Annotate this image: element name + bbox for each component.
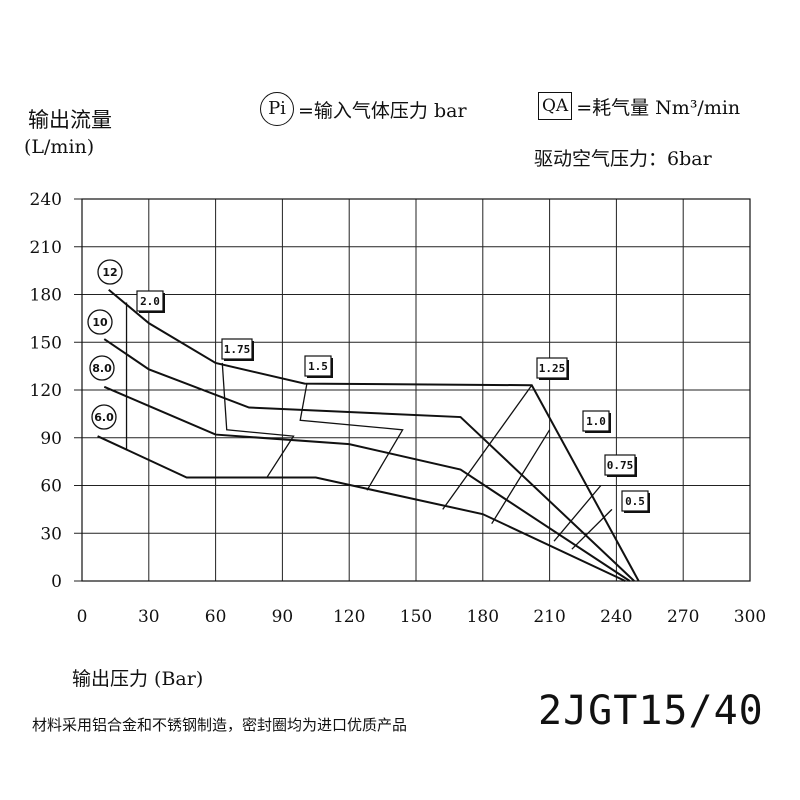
x-axis-label: 输出压力 (Bar) bbox=[72, 668, 204, 690]
y-axis-unit: (L/min) bbox=[24, 136, 95, 158]
x-tick-label: 90 bbox=[272, 607, 294, 627]
x-tick-label: 120 bbox=[333, 607, 365, 627]
x-tick-label: 150 bbox=[400, 607, 432, 627]
legend-qa-text: =耗气量 Nm³/min bbox=[576, 96, 741, 119]
qa-contour-1.25 bbox=[442, 384, 533, 510]
series-line-pi-12 bbox=[108, 288, 640, 582]
qa-label-box bbox=[582, 410, 610, 432]
qa-contour-0.75 bbox=[553, 485, 602, 542]
pi-label-text: 12 bbox=[102, 266, 117, 279]
qa-label-text: 0.75 bbox=[607, 459, 634, 472]
x-tick-label: 60 bbox=[205, 607, 227, 627]
qa-label-text: 1.5 bbox=[308, 360, 328, 373]
qa-contour-1.0 bbox=[491, 429, 551, 525]
y-tick-label: 30 bbox=[40, 524, 62, 544]
y-axis-label: 输出流量 bbox=[28, 108, 112, 132]
pi-label-circle bbox=[97, 259, 123, 285]
series-line-pi-6.0 bbox=[97, 435, 626, 582]
legend-pi: Pi =输入气体压力 bar bbox=[260, 92, 467, 126]
x-tick-label: 30 bbox=[138, 607, 160, 627]
y-tick-label: 90 bbox=[40, 429, 62, 449]
qa-label-text: 2.0 bbox=[140, 295, 160, 308]
pi-label-circle bbox=[89, 355, 115, 381]
qa-label-box bbox=[136, 290, 164, 312]
x-tick-label: 270 bbox=[667, 607, 699, 627]
qa-label-text: 0.5 bbox=[625, 495, 645, 508]
legend-pi-text: =输入气体压力 bar bbox=[298, 99, 467, 122]
x-tick-label: 0 bbox=[77, 607, 88, 627]
drive-pressure: 驱动空气压力：6bar bbox=[534, 148, 712, 170]
series-line-pi-10 bbox=[103, 338, 635, 582]
y-tick-label: 150 bbox=[30, 333, 62, 353]
qa-contour-0.5 bbox=[571, 508, 613, 550]
x-tick-label: 180 bbox=[467, 607, 499, 627]
pi-label-circle bbox=[91, 404, 117, 430]
qa-badge: QA bbox=[538, 92, 573, 120]
y-tick-label: 120 bbox=[30, 381, 62, 401]
qa-label-box bbox=[536, 357, 568, 379]
series-line-pi-8.0 bbox=[103, 385, 631, 582]
y-tick-label: 0 bbox=[51, 572, 62, 592]
y-tick-label: 180 bbox=[30, 286, 62, 306]
x-tick-label: 240 bbox=[600, 607, 632, 627]
qa-label-text: 1.0 bbox=[586, 415, 606, 428]
qa-label-box bbox=[304, 355, 332, 377]
qa-label-text: 1.75 bbox=[224, 343, 251, 356]
pi-label-text: 10 bbox=[92, 316, 108, 329]
qa-label-text: 1.25 bbox=[539, 362, 566, 375]
y-tick-label: 60 bbox=[40, 477, 62, 497]
x-tick-label: 210 bbox=[533, 607, 565, 627]
qa-label-box bbox=[621, 490, 649, 512]
footer-note: 材料采用铝合金和不锈钢制造，密封圈均为进口优质产品 bbox=[32, 716, 408, 734]
pi-label-text: 6.0 bbox=[94, 411, 114, 424]
pi-badge: Pi bbox=[260, 92, 294, 126]
y-tick-label: 240 bbox=[30, 190, 62, 210]
model-number: 2JGT15/40 bbox=[538, 688, 764, 734]
legend-qa: QA =耗气量 Nm³/min bbox=[538, 92, 740, 120]
qa-contour-1.5 bbox=[299, 383, 404, 491]
pi-label-text: 8.0 bbox=[92, 362, 112, 375]
qa-contour-1.75 bbox=[221, 362, 295, 478]
x-tick-label: 300 bbox=[734, 607, 766, 627]
qa-label-box bbox=[604, 454, 636, 476]
pi-label-circle bbox=[87, 309, 113, 335]
y-tick-label: 210 bbox=[30, 238, 62, 258]
qa-label-box bbox=[221, 338, 253, 360]
plot-frame bbox=[81, 198, 751, 582]
